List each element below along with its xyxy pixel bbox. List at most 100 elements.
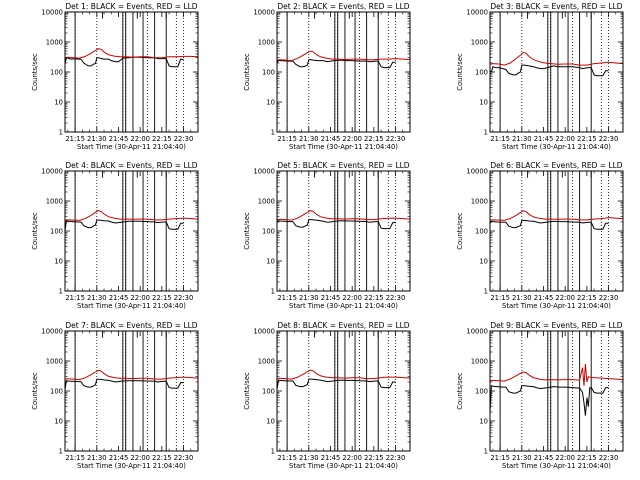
x-axis-label: Start Time (30-Apr-11 21:04:40)	[77, 462, 186, 470]
panel-6: Det 6: BLACK = Events, RED = LLD 1 10 100 10…	[456, 161, 624, 310]
y-tick-label: 10	[54, 258, 63, 266]
y-tick-label: 10000	[466, 168, 488, 176]
y-tick-label: 1	[484, 448, 488, 456]
panel-7: Det 7: BLACK = Events, RED = LLD 1 10 100 10…	[31, 321, 199, 470]
y-axis-label: Counts/sec	[243, 212, 251, 250]
y-tick-label: 100	[475, 388, 488, 396]
x-tick-label: 22:00	[342, 135, 362, 143]
x-tick-label: 22:30	[174, 135, 194, 143]
events-series-line	[64, 219, 184, 232]
x-tick-label: 22:15	[152, 135, 172, 143]
x-tick-label: 21:15	[490, 294, 510, 302]
x-axis-label: Start Time (30-Apr-11 21:04:40)	[77, 143, 186, 151]
panel-title: Det 4: BLACK = Events, RED = LLD	[65, 161, 197, 170]
y-tick-label: 10	[266, 418, 275, 426]
y-axis-label: Counts/sec	[31, 212, 39, 250]
y-tick-label: 1	[271, 288, 275, 296]
y-tick-label: 1000	[258, 39, 275, 47]
lld-series-line	[276, 210, 411, 221]
x-tick-label: 21:30	[512, 454, 532, 462]
panel-title: Det 2: BLACK = Events, RED = LLD	[277, 2, 409, 11]
y-tick-label: 10	[479, 258, 488, 266]
y-tick-label: 1000	[46, 198, 63, 206]
lld-series-line	[489, 51, 624, 66]
lld-series-line	[64, 48, 199, 59]
events-series-line	[276, 219, 396, 230]
x-tick-label: 21:45	[109, 294, 129, 302]
x-tick-label: 22:30	[174, 294, 194, 302]
x-tick-label: 21:30	[87, 135, 107, 143]
y-tick-label: 100	[262, 388, 275, 396]
y-tick-label: 10	[266, 258, 275, 266]
y-axis-label: Counts/sec	[456, 212, 464, 250]
x-axis-label: Start Time (30-Apr-11 21:04:40)	[289, 462, 398, 470]
panel-title: Det 9: BLACK = Events, RED = LLD	[490, 321, 622, 330]
x-tick-label: 22:30	[599, 294, 619, 302]
x-tick-label: 22:00	[130, 454, 150, 462]
y-tick-label: 1	[484, 288, 488, 296]
x-tick-label: 21:45	[534, 294, 554, 302]
y-tick-label: 1000	[46, 39, 63, 47]
y-tick-label: 100	[262, 228, 275, 236]
x-tick-label: 21:45	[321, 135, 341, 143]
x-tick-label: 22:00	[130, 135, 150, 143]
y-tick-label: 1	[484, 129, 488, 137]
x-tick-label: 21:15	[65, 135, 85, 143]
y-tick-label: 10000	[466, 328, 488, 336]
y-tick-label: 100	[475, 69, 488, 77]
y-tick-label: 10000	[253, 328, 275, 336]
panel-title: Det 7: BLACK = Events, RED = LLD	[65, 321, 197, 330]
panel-title: Det 3: BLACK = Events, RED = LLD	[490, 2, 622, 11]
y-axis-label: Counts/sec	[31, 53, 39, 91]
y-tick-label: 100	[50, 388, 63, 396]
y-tick-label: 1000	[258, 358, 275, 366]
plot-frame	[489, 170, 624, 292]
y-tick-label: 10000	[41, 168, 63, 176]
lld-series-line	[276, 369, 411, 380]
y-tick-label: 1	[59, 448, 63, 456]
x-tick-label: 22:15	[577, 454, 597, 462]
y-tick-label: 1000	[258, 198, 275, 206]
x-tick-label: 21:15	[65, 294, 85, 302]
y-tick-label: 1	[271, 448, 275, 456]
x-tick-label: 22:15	[577, 294, 597, 302]
x-tick-label: 22:00	[555, 294, 575, 302]
x-tick-label: 22:30	[386, 454, 406, 462]
panel-2: Det 2: BLACK = Events, RED = LLD 1 10 100 10…	[243, 2, 411, 151]
x-tick-label: 21:15	[277, 294, 297, 302]
y-tick-label: 10	[54, 418, 63, 426]
y-tick-label: 1000	[46, 358, 63, 366]
lld-series-line	[64, 210, 199, 221]
x-tick-label: 21:45	[109, 454, 129, 462]
x-axis-label: Start Time (30-Apr-11 21:04:40)	[289, 143, 398, 151]
y-tick-label: 10000	[466, 9, 488, 17]
x-tick-label: 22:15	[152, 294, 172, 302]
events-series-line	[64, 378, 184, 390]
x-tick-label: 21:30	[512, 135, 532, 143]
y-tick-label: 1	[59, 288, 63, 296]
x-tick-label: 22:00	[555, 135, 575, 143]
panel-9: Det 9: BLACK = Events, RED = LLD 1 10 100 10…	[456, 321, 624, 470]
y-tick-label: 10000	[41, 9, 63, 17]
y-tick-label: 10000	[41, 328, 63, 336]
x-tick-label: 22:15	[364, 454, 384, 462]
y-tick-label: 10000	[253, 168, 275, 176]
y-tick-label: 10	[54, 99, 63, 107]
events-series-line	[276, 59, 396, 69]
lld-series-line	[489, 363, 624, 386]
x-tick-label: 21:30	[299, 454, 319, 462]
lld-series-line	[276, 50, 411, 62]
plot-frame	[489, 11, 624, 133]
y-tick-label: 1000	[471, 39, 488, 47]
x-tick-label: 21:45	[321, 294, 341, 302]
plot-frame	[64, 170, 199, 292]
panel-title: Det 8: BLACK = Events, RED = LLD	[277, 321, 409, 330]
x-axis-label: Start Time (30-Apr-11 21:04:40)	[289, 302, 398, 310]
x-tick-label: 22:30	[599, 135, 619, 143]
x-axis-label: Start Time (30-Apr-11 21:04:40)	[502, 462, 611, 470]
events-series-line	[489, 385, 609, 416]
y-tick-label: 10	[266, 99, 275, 107]
x-tick-label: 21:30	[299, 135, 319, 143]
y-axis-label: Counts/sec	[243, 372, 251, 410]
y-tick-label: 100	[262, 69, 275, 77]
